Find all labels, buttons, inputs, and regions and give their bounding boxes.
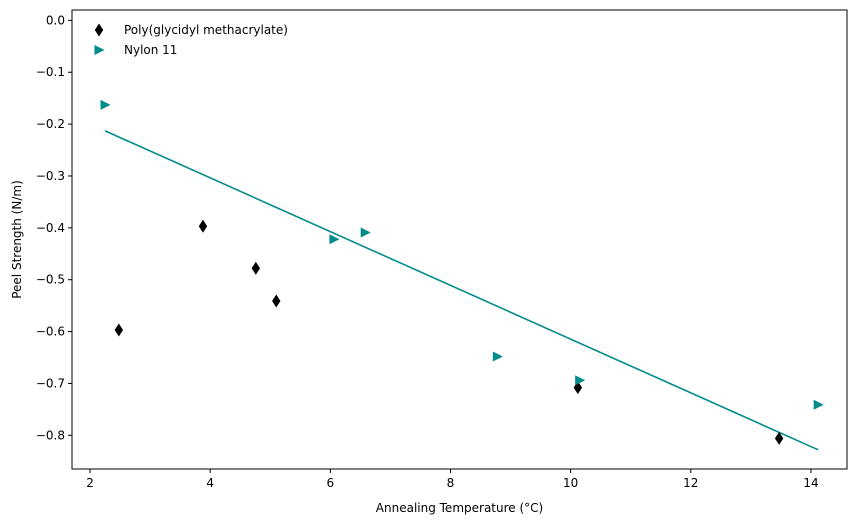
x-tick-label: 4 xyxy=(206,476,214,490)
y-tick-label: 0.0 xyxy=(46,13,65,27)
x-tick-label: 14 xyxy=(803,476,818,490)
x-tick-label: 2 xyxy=(86,476,94,490)
legend-label-series-1: Poly(glycidyl methacrylate) xyxy=(124,23,288,37)
y-tick-label: −0.6 xyxy=(36,325,65,339)
y-tick-label: −0.7 xyxy=(36,376,65,390)
y-tick-label: −0.4 xyxy=(36,221,65,235)
y-tick-label: −0.3 xyxy=(36,169,65,183)
y-axis-ticks: 0.0 −0.1 −0.2 −0.3 −0.4 −0.5 −0.6 −0.7 −0.8 xyxy=(36,13,72,442)
legend-label-series-2: Nylon 11 xyxy=(124,43,177,57)
x-tick-label: 6 xyxy=(327,476,335,490)
x-tick-label: 10 xyxy=(563,476,578,490)
x-tick-label: 8 xyxy=(447,476,455,490)
y-tick-label: −0.2 xyxy=(36,117,65,131)
x-axis-ticks: 2 4 6 8 10 12 14 xyxy=(86,469,818,490)
y-axis-label: Peel Strength (N/m) xyxy=(10,180,24,299)
y-tick-label: −0.8 xyxy=(36,428,65,442)
y-tick-label: −0.1 xyxy=(36,65,65,79)
y-tick-label: −0.5 xyxy=(36,273,65,287)
plot-area xyxy=(72,10,847,469)
x-tick-label: 12 xyxy=(683,476,698,490)
x-axis-label: Annealing Temperature (°C) xyxy=(376,501,543,515)
